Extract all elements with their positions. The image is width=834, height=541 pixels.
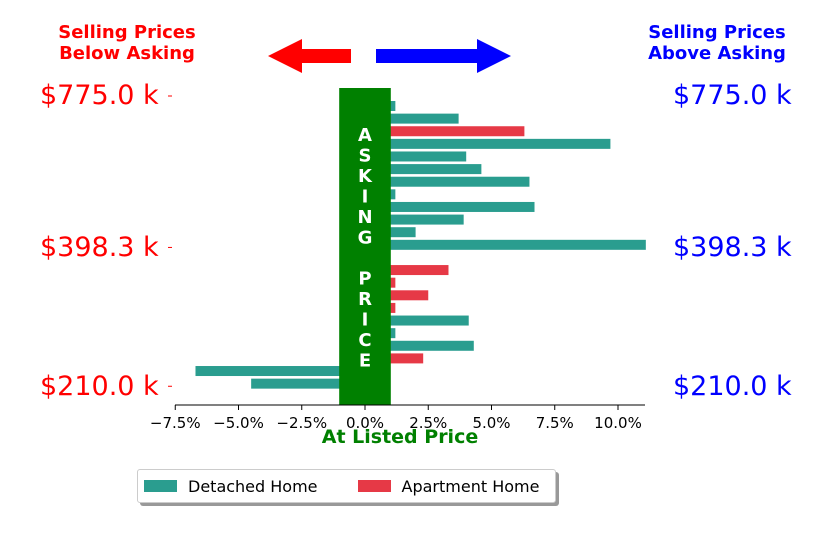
y-label-left-775k: $775.0 k (40, 80, 159, 111)
asking-letter-3: I (362, 187, 369, 208)
asking-letter-1: S (359, 146, 372, 167)
y-tick-marks (168, 95, 172, 387)
asking-letter-11: E (359, 351, 371, 372)
bar-detached-3 (365, 138, 611, 149)
x-tick-label-6: 7.5% (536, 414, 574, 432)
legend-item-detached: Detached Home (138, 477, 318, 496)
bar-detached-1 (365, 113, 459, 124)
bar-apartment-13 (365, 265, 449, 276)
x-tick-label-3: 0.0% (346, 414, 384, 432)
asking-letter-5: G (358, 228, 373, 249)
bar-detached-11 (365, 239, 646, 250)
asking-letter-4: N (357, 207, 372, 228)
bar-detached-8 (365, 201, 535, 212)
asking-price-band (339, 88, 391, 405)
x-tick-label-7: 10.0% (594, 414, 642, 432)
x-tick-label-4: 2.5% (409, 414, 447, 432)
bar-detached-9 (365, 214, 464, 225)
bar-detached-22 (251, 378, 365, 389)
bar-apartment-20 (365, 353, 424, 364)
above-asking-header: Selling Prices Above Asking (630, 22, 804, 64)
legend-label-detached: Detached Home (188, 476, 318, 496)
above-asking-line1: Selling Prices (648, 22, 786, 43)
left-arrow-icon (268, 39, 351, 73)
bar-detached-19 (365, 340, 474, 351)
x-axis-title: At Listed Price (321, 426, 479, 448)
x-axis: −7.5% −5.0% −2.5% 0.0% 2.5% 5.0% 7.5% 10.0% (150, 404, 645, 432)
y-label-right-210k: $210.0 k (673, 371, 792, 402)
direction-arrows (268, 39, 511, 73)
asking-letter-8: R (358, 289, 372, 310)
bar-apartment-2 (365, 126, 525, 137)
legend-label-apartment: Apartment Home (401, 476, 540, 496)
x-tick-label-0: −7.5% (150, 414, 201, 432)
bar-detached-17 (365, 315, 469, 326)
asking-letter-2: K (358, 166, 373, 187)
bar-detached-21 (195, 366, 365, 377)
bar-apartment-15 (365, 290, 429, 301)
below-asking-line2: Below Asking (59, 43, 195, 64)
above-asking-line2: Above Asking (648, 43, 786, 64)
asking-letter-9: I (362, 310, 369, 331)
legend-item-apartment: Apartment Home (352, 476, 540, 496)
x-tick-label-1: −5.0% (213, 414, 264, 432)
below-asking-line1: Selling Prices (58, 22, 196, 43)
bar-detached-5 (365, 164, 482, 175)
x-tick-label-2: −2.5% (276, 414, 327, 432)
legend: Detached Home Apartment Home (137, 469, 556, 503)
asking-letter-7: P (358, 269, 371, 290)
y-label-right-775k: $775.0 k (673, 80, 792, 111)
bar-detached-6 (365, 176, 530, 187)
bar-detached-4 (365, 151, 467, 162)
bars-layer (195, 101, 646, 389)
asking-letter-0: A (358, 125, 372, 146)
x-tick-label-5: 5.0% (472, 414, 510, 432)
legend-swatch-detached (144, 480, 177, 492)
right-arrow-icon (376, 39, 511, 73)
asking-letter-10: C (358, 330, 371, 351)
y-label-left-210k: $210.0 k (40, 371, 159, 402)
legend-swatch-apartment (357, 480, 391, 492)
y-label-left-398k: $398.3 k (40, 232, 159, 263)
y-label-right-398k: $398.3 k (673, 232, 792, 263)
below-asking-header: Selling Prices Below Asking (40, 22, 214, 64)
